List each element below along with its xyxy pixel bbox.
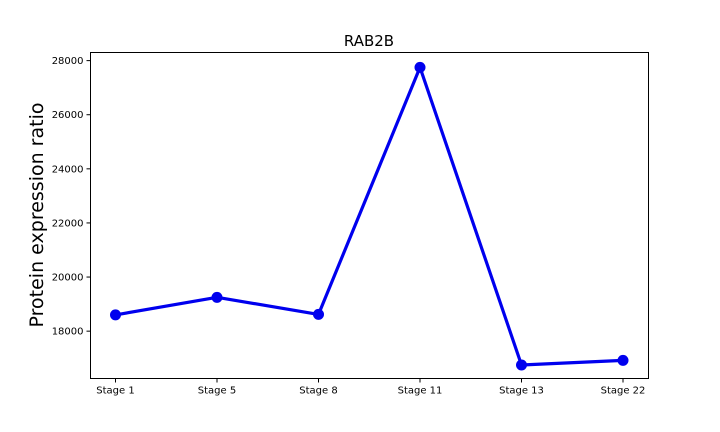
data-point [110, 309, 121, 321]
x-tick-label: Stage 11 [398, 386, 443, 397]
series-line [113, 65, 625, 367]
series-layer [110, 61, 629, 371]
x-tick-label: Stage 5 [198, 386, 236, 397]
y-axis-ticks: 18000 20000 22000 24000 26000 28000 [52, 56, 91, 338]
y-tick-label: 18000 [52, 327, 84, 338]
y-tick-label: 20000 [52, 273, 84, 284]
data-point [313, 308, 324, 320]
x-tick-label: Stage 8 [299, 386, 337, 397]
y-tick-label: 28000 [52, 56, 84, 67]
data-point [414, 61, 426, 73]
chart-title: RAB2B [344, 32, 394, 50]
y-tick-label: 26000 [52, 110, 84, 121]
plot-area-frame [90, 52, 649, 379]
data-point [211, 291, 223, 303]
y-tick-label: 22000 [52, 218, 84, 229]
x-axis-ticks: Stage 1 Stage 5 Stage 8 Stage 11 Stage 13 Sta… [96, 378, 646, 397]
data-point [516, 359, 527, 371]
x-tick-label: Stage 1 [96, 386, 134, 397]
x-tick-label: Stage 22 [601, 386, 646, 397]
y-tick-label: 24000 [52, 164, 84, 175]
y-axis-label: Protein expression ratio [26, 103, 48, 328]
data-point [617, 354, 629, 366]
x-tick-label: Stage 13 [499, 386, 544, 397]
